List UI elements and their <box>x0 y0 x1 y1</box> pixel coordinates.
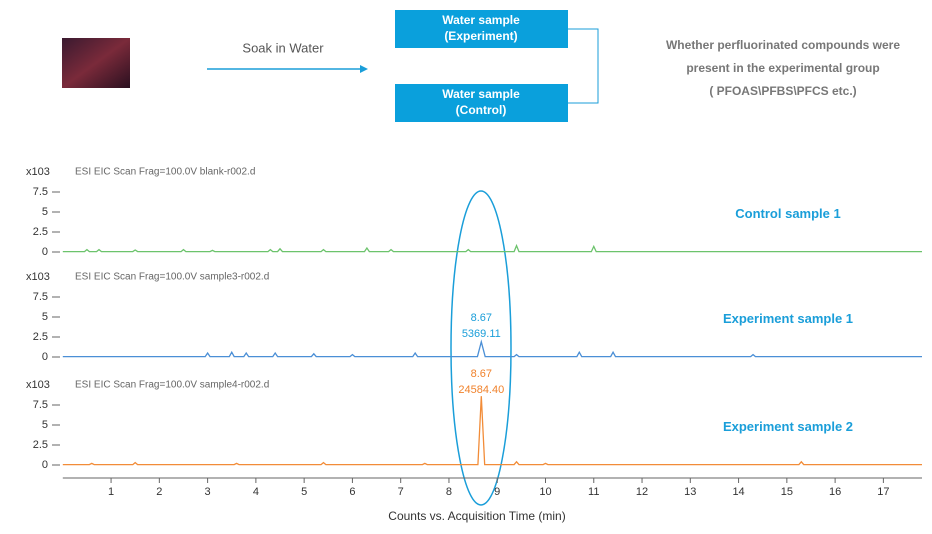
peak-annotation: 24584.40 <box>458 384 504 396</box>
legend-label: Control sample 1 <box>735 206 840 221</box>
y-tick-label: 2.5 <box>33 331 48 343</box>
y-unit: x103 <box>26 379 50 391</box>
panel-header: ESI EIC Scan Frag=100.0V sample3-r002.d <box>75 272 269 283</box>
y-tick-label: 0 <box>42 246 48 258</box>
sample-photo <box>62 38 130 88</box>
x-tick-label: 15 <box>781 486 793 498</box>
x-tick-label: 2 <box>156 486 162 498</box>
peak-annotation: 8.67 <box>471 312 492 324</box>
x-tick-label: 10 <box>539 486 551 498</box>
x-tick-label: 12 <box>636 486 648 498</box>
panel-header: ESI EIC Scan Frag=100.0V sample4-r002.d <box>75 380 269 391</box>
box-text: (Control) <box>456 103 507 117</box>
x-tick-label: 11 <box>588 486 599 498</box>
y-tick-label: 5 <box>42 206 48 218</box>
x-tick-label: 8 <box>446 486 452 498</box>
question-text: ( PFOAS\PFBS\PFCS etc.) <box>709 84 856 98</box>
question-text: present in the experimental group <box>686 61 879 75</box>
x-tick-label: 1 <box>108 486 114 498</box>
y-tick-label: 0 <box>42 351 48 363</box>
x-tick-label: 7 <box>398 486 404 498</box>
box-text: (Experiment) <box>444 29 517 43</box>
chromatogram-line <box>63 342 922 357</box>
x-tick-label: 9 <box>494 486 500 498</box>
page: Soak in Water Water sample (Experiment) … <box>0 0 932 529</box>
x-tick-label: 5 <box>301 486 307 498</box>
x-tick-label: 6 <box>349 486 355 498</box>
box-text: Water sample <box>442 87 520 101</box>
y-unit: x103 <box>26 166 50 178</box>
x-tick-label: 16 <box>829 486 841 498</box>
figure: Soak in Water Water sample (Experiment) … <box>0 0 932 529</box>
box-text: Water sample <box>442 13 520 27</box>
x-tick-label: 14 <box>732 486 744 498</box>
bracket <box>568 29 598 103</box>
y-tick-label: 7.5 <box>33 186 48 198</box>
question-text: Whether perfluorinated compounds were <box>666 38 900 52</box>
y-tick-label: 5 <box>42 419 48 431</box>
y-unit: x103 <box>26 271 50 283</box>
chromatogram-line <box>63 246 922 252</box>
x-tick-label: 3 <box>205 486 211 498</box>
y-tick-label: 2.5 <box>33 226 48 238</box>
y-tick-label: 7.5 <box>33 399 48 411</box>
y-tick-label: 5 <box>42 311 48 323</box>
peak-annotation: 5369.11 <box>462 328 501 340</box>
legend-label: Experiment sample 2 <box>723 419 853 434</box>
highlight-ellipse <box>451 191 511 505</box>
arrow-label: Soak in Water <box>242 40 324 55</box>
y-tick-label: 2.5 <box>33 439 48 451</box>
y-tick-label: 7.5 <box>33 291 48 303</box>
peak-annotation: 8.67 <box>471 368 492 380</box>
x-tick-label: 17 <box>877 486 889 498</box>
legend-label: Experiment sample 1 <box>723 311 853 326</box>
x-tick-label: 13 <box>684 486 696 498</box>
x-axis-label: Counts vs. Acquisition Time (min) <box>388 509 565 523</box>
arrow-head <box>360 65 368 73</box>
x-tick-label: 4 <box>253 486 259 498</box>
y-tick-label: 0 <box>42 459 48 471</box>
panel-header: ESI EIC Scan Frag=100.0V blank-r002.d <box>75 167 255 178</box>
